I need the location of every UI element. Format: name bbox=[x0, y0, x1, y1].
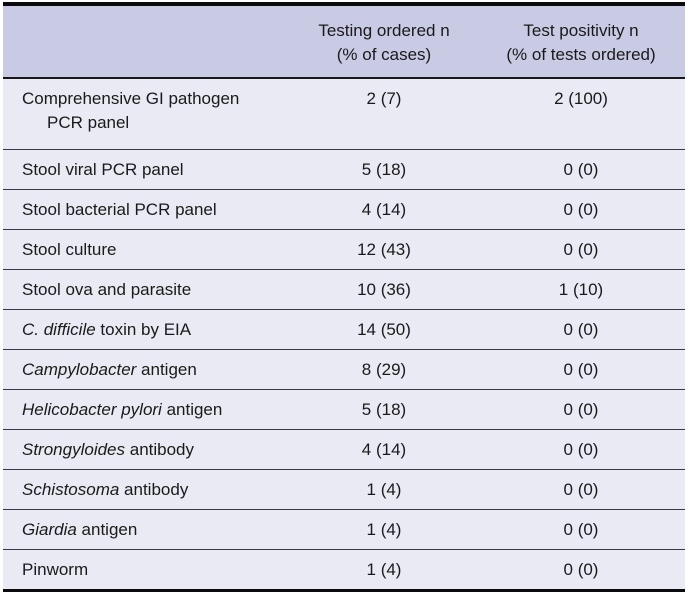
test-name-cell: Stool culture bbox=[3, 229, 291, 270]
test-name-text: Pinworm bbox=[22, 560, 89, 579]
table-row: C. difficile toxin by EIA 14 (50) 0 (0) bbox=[3, 309, 685, 350]
table-row: Schistosoma antibody 1 (4) 0 (0) bbox=[3, 469, 685, 510]
test-positivity-value: 0 (0) bbox=[477, 429, 685, 470]
test-name-cell: C. difficile toxin by EIA bbox=[3, 309, 291, 350]
header-cell-test-positivity: Test positivity n (% of tests ordered) bbox=[477, 6, 685, 79]
organism-name: Campylobacter bbox=[22, 360, 137, 379]
testing-ordered-value: 4 (14) bbox=[291, 189, 477, 230]
testing-ordered-value: 5 (18) bbox=[291, 149, 477, 190]
test-positivity-value: 2 (100) bbox=[477, 78, 685, 150]
test-name-text: PCR panel bbox=[47, 113, 130, 132]
test-positivity-value: 0 (0) bbox=[477, 149, 685, 190]
header-testing-ordered-line1: Testing ordered n bbox=[318, 21, 450, 40]
table-row: Comprehensive GI pathogen PCR panel 2 (7) 2… bbox=[3, 78, 685, 150]
test-positivity-value: 0 (0) bbox=[477, 189, 685, 230]
header-testing-ordered-line2: (% of cases) bbox=[336, 45, 432, 64]
test-positivity-value: 0 (0) bbox=[477, 389, 685, 430]
organism-name: Schistosoma bbox=[22, 480, 120, 499]
test-name-cell: Schistosoma antibody bbox=[3, 469, 291, 510]
test-name-cell: Stool ova and parasite bbox=[3, 269, 291, 310]
header-cell-test-name bbox=[3, 6, 291, 79]
test-name-text: antigen bbox=[136, 360, 197, 379]
testing-ordered-value: 1 (4) bbox=[291, 549, 477, 589]
testing-ordered-value: 10 (36) bbox=[291, 269, 477, 310]
table-row: Helicobacter pylori antigen 5 (18) 0 (0) bbox=[3, 389, 685, 430]
testing-ordered-value: 5 (18) bbox=[291, 389, 477, 430]
header-row: Testing ordered n (% of cases) Test posi… bbox=[3, 6, 685, 79]
testing-ordered-value: 1 (4) bbox=[291, 509, 477, 550]
test-positivity-value: 0 (0) bbox=[477, 309, 685, 350]
test-name-text: Stool culture bbox=[22, 240, 117, 259]
organism-name: Giardia bbox=[22, 520, 77, 539]
results-table: Testing ordered n (% of cases) Test posi… bbox=[3, 6, 685, 589]
test-positivity-value: 1 (10) bbox=[477, 269, 685, 310]
test-positivity-value: 0 (0) bbox=[477, 469, 685, 510]
test-name-text: antibody bbox=[125, 440, 195, 459]
table-row: Campylobacter antigen 8 (29) 0 (0) bbox=[3, 349, 685, 390]
testing-ordered-value: 12 (43) bbox=[291, 229, 477, 270]
table-row: Pinworm 1 (4) 0 (0) bbox=[3, 549, 685, 589]
header-cell-testing-ordered: Testing ordered n (% of cases) bbox=[291, 6, 477, 79]
test-name-cell: Helicobacter pylori antigen bbox=[3, 389, 291, 430]
test-name-cell: Pinworm bbox=[3, 549, 291, 589]
testing-ordered-value: 14 (50) bbox=[291, 309, 477, 350]
testing-ordered-value: 2 (7) bbox=[291, 78, 477, 150]
testing-ordered-value: 4 (14) bbox=[291, 429, 477, 470]
header-test-positivity-line1: Test positivity n bbox=[523, 21, 639, 40]
test-name-text: antibody bbox=[119, 480, 189, 499]
organism-name: Strongyloides bbox=[22, 440, 126, 459]
organism-name: Helicobacter pylori bbox=[22, 400, 162, 419]
test-name-text: antigen bbox=[161, 400, 223, 419]
test-positivity-value: 0 (0) bbox=[477, 349, 685, 390]
test-name-cell: Giardia antigen bbox=[3, 509, 291, 550]
header-test-positivity-line2: (% of tests ordered) bbox=[506, 45, 656, 64]
table-row: Stool viral PCR panel 5 (18) 0 (0) bbox=[3, 149, 685, 190]
testing-ordered-value: 8 (29) bbox=[291, 349, 477, 390]
testing-ordered-value: 1 (4) bbox=[291, 469, 477, 510]
test-name-text: Stool viral PCR panel bbox=[22, 160, 184, 179]
table-row: Giardia antigen 1 (4) 0 (0) bbox=[3, 509, 685, 550]
test-name-cell: Campylobacter antigen bbox=[3, 349, 291, 390]
table-row: Stool bacterial PCR panel 4 (14) 0 (0) bbox=[3, 189, 685, 230]
test-positivity-value: 0 (0) bbox=[477, 229, 685, 270]
test-name-text: antigen bbox=[76, 520, 138, 539]
results-table-frame: Testing ordered n (% of cases) Test posi… bbox=[3, 2, 685, 592]
table-row: Stool culture 12 (43) 0 (0) bbox=[3, 229, 685, 270]
test-name-text: Stool ova and parasite bbox=[22, 280, 192, 299]
test-positivity-value: 0 (0) bbox=[477, 509, 685, 550]
test-name-cell: Stool viral PCR panel bbox=[3, 149, 291, 190]
table-row: Stool ova and parasite 10 (36) 1 (10) bbox=[3, 269, 685, 310]
table-body: Comprehensive GI pathogen PCR panel 2 (7) 2… bbox=[3, 78, 685, 589]
table-row: Strongyloides antibody 4 (14) 0 (0) bbox=[3, 429, 685, 470]
organism-name: C. difficile bbox=[22, 320, 96, 339]
test-name-cell: Strongyloides antibody bbox=[3, 429, 291, 470]
test-name-text: Stool bacterial PCR panel bbox=[22, 200, 217, 219]
test-positivity-value: 0 (0) bbox=[477, 549, 685, 589]
test-name-text: Comprehensive GI pathogen bbox=[22, 89, 240, 108]
test-name-cell: Comprehensive GI pathogen PCR panel bbox=[3, 78, 291, 150]
test-name-text: toxin by EIA bbox=[95, 320, 192, 339]
test-name-cell: Stool bacterial PCR panel bbox=[3, 189, 291, 230]
